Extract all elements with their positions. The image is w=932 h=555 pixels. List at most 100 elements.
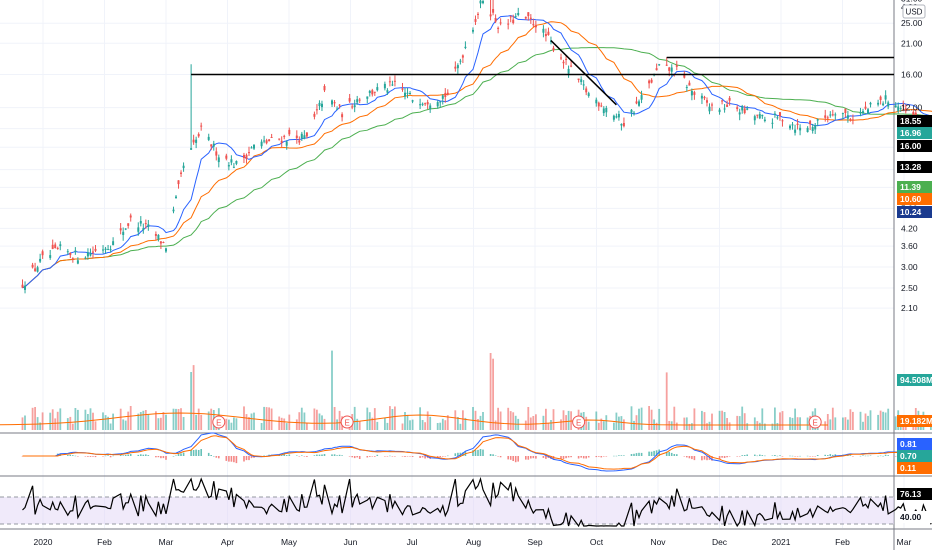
volume-bar (845, 417, 847, 430)
time-tick-label: Mar (159, 537, 174, 547)
candle-body (246, 155, 248, 159)
candle-body (298, 141, 300, 143)
candle-body (110, 249, 112, 250)
candle-body (726, 105, 728, 107)
candle-body (142, 228, 144, 230)
volume-bar (77, 410, 79, 430)
candle-body (233, 167, 235, 168)
earnings-marker[interactable]: E (213, 416, 225, 428)
volume-badge: 94.508M (897, 374, 932, 386)
macd-histogram-bar (515, 456, 517, 462)
volume-bar (792, 418, 794, 430)
volume-bar (283, 419, 285, 431)
macd-histogram-bar (198, 450, 200, 456)
macd-histogram-bar (392, 456, 394, 457)
volume-bar (595, 412, 597, 431)
candle-body (623, 123, 625, 126)
volume-bar (102, 412, 104, 430)
price-badge-text: 18.55 (900, 116, 922, 126)
price-badge-text: 76.13 (900, 489, 922, 499)
candle-body (849, 119, 851, 120)
candle-body (638, 101, 640, 105)
candle-body (208, 137, 210, 140)
volume-bar (145, 410, 147, 430)
macd-histogram-bar (824, 455, 826, 456)
macd-histogram-bar (827, 455, 829, 456)
candle-body (371, 90, 373, 94)
candle-body (107, 249, 109, 250)
candle-body (507, 24, 509, 25)
macd-histogram-bar (477, 450, 479, 456)
macd-histogram-bar (341, 455, 343, 456)
volume-bar (389, 406, 391, 430)
candle-body (824, 115, 826, 117)
candle-body (120, 228, 122, 230)
candle-body (95, 249, 97, 251)
volume-bar (319, 414, 321, 431)
macd-histogram-bar (741, 455, 743, 456)
earnings-marker[interactable]: E (809, 416, 821, 428)
volume-bar (424, 422, 426, 430)
candle-body (459, 61, 461, 62)
time-tick-label: 2020 (34, 537, 53, 547)
candle-body (895, 106, 897, 108)
macd-histogram-bar (331, 454, 333, 456)
candle-body (744, 109, 746, 114)
candle-body (140, 221, 142, 224)
volume-bar (165, 415, 167, 430)
volume-bar (334, 407, 336, 430)
macd-histogram-bar (671, 453, 673, 456)
macd-histogram-bar (243, 456, 245, 462)
volume-bar (261, 423, 263, 430)
candle-body (354, 105, 356, 107)
candle-body (268, 139, 270, 141)
candle-body (52, 245, 54, 249)
time-tick-label: Oct (590, 537, 604, 547)
volume-bar (704, 412, 706, 430)
earnings-marker[interactable]: E (573, 416, 585, 428)
candle-body (598, 103, 600, 107)
candle-body (583, 84, 585, 85)
time-tick-label: Feb (97, 537, 112, 547)
time-tick-label: Aug (466, 537, 481, 547)
volume-bar (598, 423, 600, 430)
rsi-level-badge: 40.00 (897, 511, 932, 523)
candle-body (512, 20, 514, 23)
candle-body (319, 103, 321, 106)
volume-bar (59, 408, 61, 430)
volume-bar (777, 423, 779, 430)
candle-body (580, 79, 582, 82)
candle-body (331, 100, 333, 104)
earnings-marker[interactable]: E (341, 416, 353, 428)
volume-bar (613, 423, 615, 430)
candle-body (885, 95, 887, 99)
volume-bar (553, 409, 555, 430)
volume-bar (673, 407, 675, 430)
macd-histogram-bar (762, 455, 764, 456)
candle-body (532, 24, 534, 25)
macd-histogram-bar (772, 456, 774, 457)
candle-body (847, 115, 849, 119)
volume-bar (711, 414, 713, 430)
macd-histogram-bar (543, 456, 545, 458)
volume-bar (532, 416, 534, 430)
volume-bar (460, 424, 462, 430)
candle-body (603, 109, 605, 114)
candle-body (74, 251, 76, 253)
macd-histogram-bar (580, 456, 582, 458)
candle-body (641, 95, 643, 100)
currency-selector[interactable]: USD (903, 5, 925, 18)
macd-histogram-bar (160, 456, 162, 458)
candle-body (865, 107, 867, 109)
candle-body (173, 210, 175, 212)
macd-histogram-bar (636, 453, 638, 456)
candle-body (391, 85, 393, 86)
macd-histogram-bar (125, 455, 127, 456)
volume-bar (656, 423, 658, 430)
volume-bar (510, 411, 512, 430)
macd-histogram-bar (72, 455, 74, 456)
candle-body (334, 102, 336, 103)
